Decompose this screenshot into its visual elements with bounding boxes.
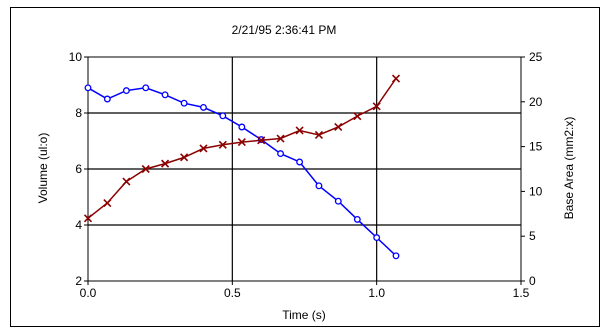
y-right-tick-label: 25	[529, 50, 543, 64]
data-point	[391, 74, 401, 83]
y-right-tick-label: 20	[529, 95, 543, 109]
data-point	[142, 84, 150, 92]
y-left-tick-label: 4	[75, 218, 82, 232]
data-point	[141, 164, 150, 174]
chart-frame: 2/21/95 2:36:41 PM 0.0 0.5 1.0 1.5 2 4 6 8 10 0 5 1…	[10, 7, 600, 327]
y-right-tick-label: 5	[529, 229, 536, 243]
data-point	[180, 99, 188, 107]
x-tick-label: 0.5	[224, 286, 241, 300]
data-point	[373, 234, 381, 242]
x-tick-label: 1.5	[513, 286, 530, 300]
x-tick-label: 0.0	[80, 286, 97, 300]
x-axis-label: Time (s)	[282, 308, 326, 322]
data-point	[200, 103, 207, 111]
data-point	[161, 91, 169, 99]
series-volume	[84, 84, 400, 260]
data-point	[334, 122, 343, 131]
data-point	[237, 138, 246, 147]
data-point	[277, 150, 284, 158]
data-point	[218, 140, 227, 149]
data-point	[199, 144, 208, 153]
data-point	[392, 252, 400, 260]
data-point	[122, 87, 130, 95]
data-point	[372, 102, 381, 111]
axes	[84, 56, 525, 285]
data-point	[257, 136, 266, 145]
data-point	[219, 112, 227, 120]
chart-title: 2/21/95 2:36:41 PM	[232, 23, 337, 37]
data-point	[296, 158, 304, 166]
data-point	[84, 84, 92, 92]
data-point	[315, 182, 323, 190]
data-point	[103, 95, 111, 103]
series-layer	[83, 74, 401, 260]
chart-svg: 2/21/95 2:36:41 PM 0.0 0.5 1.0 1.5 2 4 6 8 10 0 5 1…	[36, 23, 576, 322]
data-point	[353, 215, 361, 223]
series-base-area	[83, 74, 401, 223]
y-left-tick-label: 2	[75, 274, 82, 288]
series-line	[87, 78, 397, 219]
data-point	[103, 198, 112, 208]
y-left-tick-label: 6	[75, 162, 82, 176]
y-axis-left-label: Volume (ul:o)	[36, 133, 50, 204]
y-right-tick-label: 0	[529, 274, 536, 288]
y-right-tick-label: 10	[529, 184, 543, 198]
data-point	[334, 197, 342, 205]
data-point	[180, 153, 189, 162]
y-axis-right-label: Base Area (mm2:x)	[562, 117, 576, 220]
data-point	[276, 134, 285, 143]
y-left-tick-label: 8	[75, 106, 82, 120]
y-left-tick-label: 10	[69, 50, 83, 64]
data-point	[238, 123, 246, 131]
data-point	[122, 177, 131, 186]
data-point	[314, 130, 323, 140]
data-point	[83, 214, 93, 223]
y-right-tick-label: 15	[529, 140, 543, 154]
data-point	[295, 126, 304, 135]
tick-labels: 0.0 0.5 1.0 1.5 2 4 6 8 10 0 5 10 15 20 25	[69, 50, 543, 300]
data-point	[161, 159, 170, 168]
data-point	[353, 112, 362, 121]
x-tick-label: 1.0	[368, 286, 385, 300]
